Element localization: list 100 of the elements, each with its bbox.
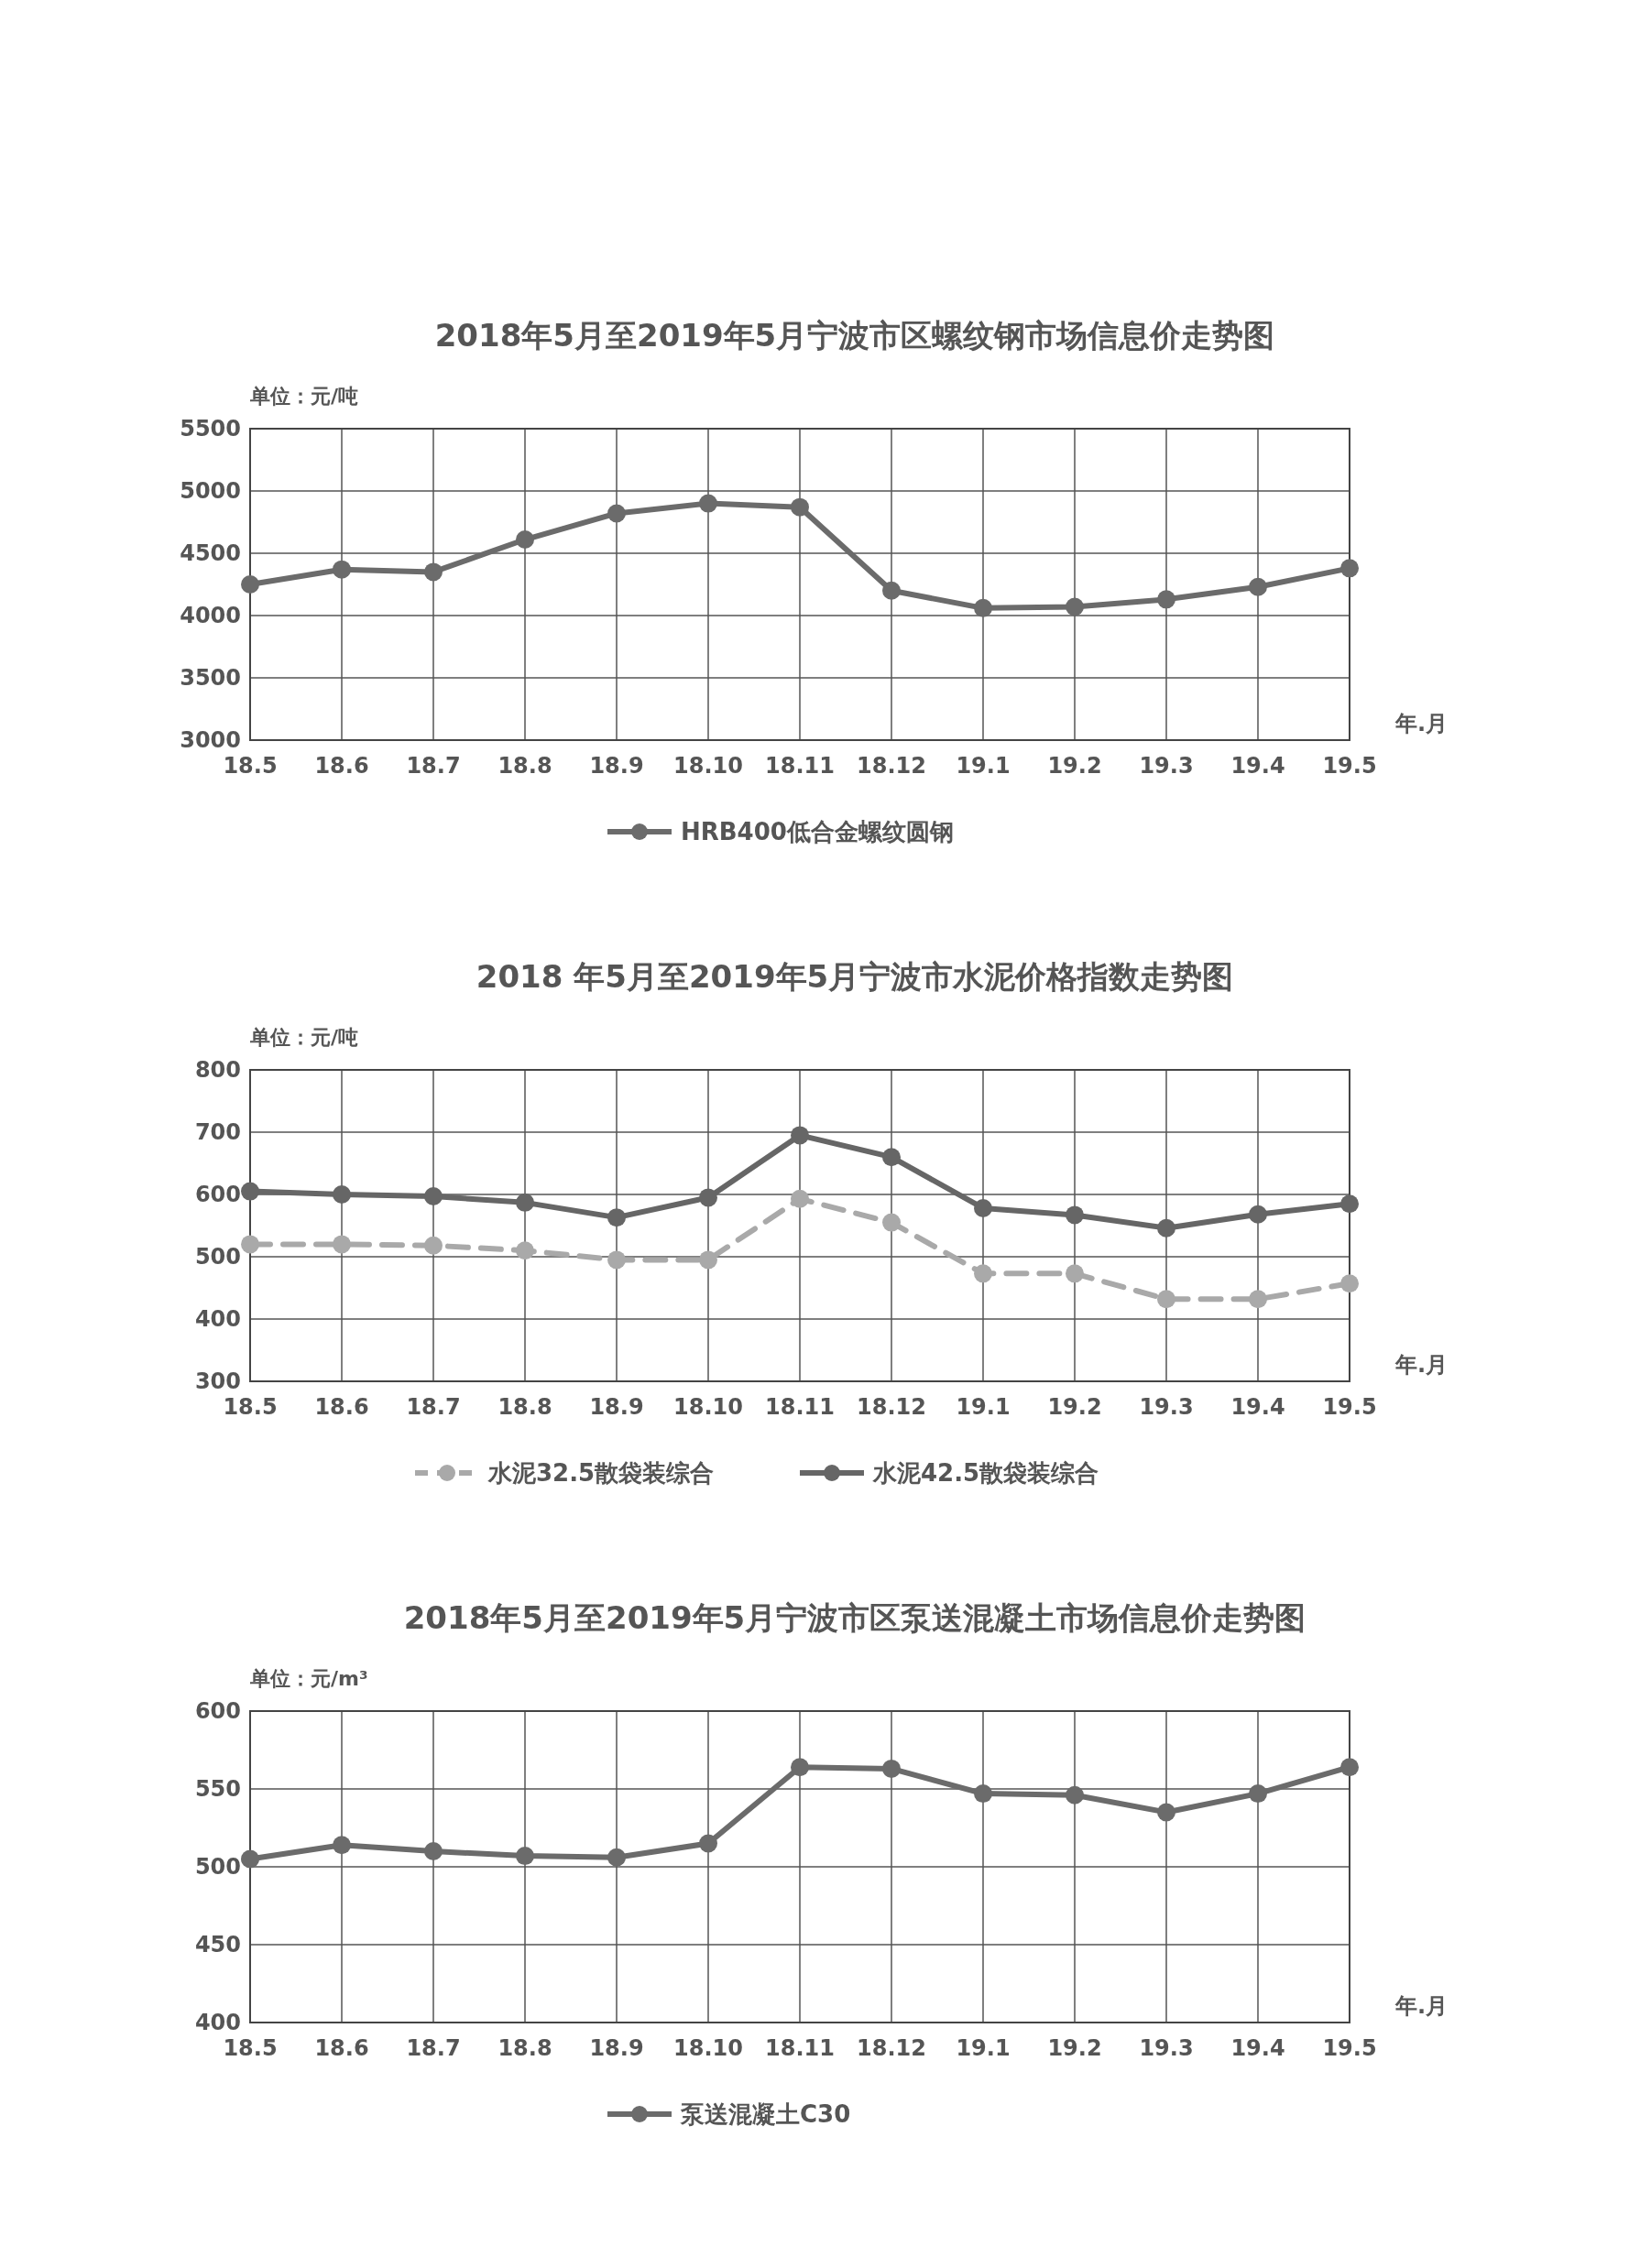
point	[516, 530, 534, 550]
x-tick-label: 19.4	[1230, 1394, 1285, 1420]
x-tick-label: 19.3	[1139, 1394, 1194, 1420]
point	[1157, 1803, 1175, 1822]
point	[882, 1213, 901, 1232]
point	[516, 1847, 534, 1866]
point	[1340, 1758, 1359, 1777]
point	[882, 581, 901, 600]
point	[333, 560, 351, 579]
point	[424, 562, 443, 582]
x-axis-title: 年.月	[1394, 1993, 1449, 2019]
point	[1066, 1264, 1084, 1283]
y-tick-label: 5000	[180, 478, 241, 505]
point	[1066, 1785, 1084, 1805]
x-tick-label: 18.10	[673, 1394, 743, 1420]
text: 单位：元/吨	[249, 1026, 359, 1049]
point	[699, 1250, 717, 1270]
point	[333, 1836, 351, 1855]
x-tick-label: 19.2	[1047, 2035, 1102, 2061]
y-tick-label: 400	[194, 1306, 241, 1333]
point	[607, 1208, 626, 1227]
chart-title: 2018年5月至2019年5月宁波市区泵送混凝土市场信息价走势图	[403, 1599, 1306, 1636]
point	[1249, 1290, 1267, 1309]
y-tick-label: 700	[194, 1119, 241, 1146]
point	[974, 598, 992, 617]
y-tick-label: 4500	[180, 540, 241, 567]
point	[1340, 1194, 1359, 1214]
point	[333, 1185, 351, 1204]
x-tick-label: 19.1	[956, 753, 1011, 779]
x-tick-label: 19.1	[956, 1394, 1011, 1420]
point	[516, 1241, 534, 1260]
point	[791, 1126, 809, 1145]
point	[1066, 597, 1084, 616]
y-tick-label: 500	[194, 1244, 241, 1270]
text: 单位：元/吨	[249, 385, 359, 408]
x-tick-label: 18.7	[406, 1394, 461, 1420]
y-tick-label: 500	[194, 1854, 241, 1881]
point	[607, 504, 626, 523]
y-tick-label: 550	[194, 1776, 241, 1803]
y-tick-label: 400	[194, 2010, 241, 2036]
legend-label: 水泥42.5散袋装综合	[872, 1459, 1099, 1488]
point	[1249, 1784, 1267, 1804]
y-tick-label: 450	[194, 1932, 241, 1958]
point	[1249, 1205, 1267, 1224]
x-tick-label: 19.5	[1322, 1394, 1377, 1420]
x-tick-label: 18.9	[589, 1394, 644, 1420]
point	[974, 1784, 992, 1804]
point	[791, 1189, 809, 1208]
x-tick-label: 19.3	[1139, 2035, 1194, 2061]
x-tick-label: 19.5	[1322, 2035, 1377, 2061]
point	[241, 575, 259, 594]
y-tick-label: 3000	[180, 727, 241, 754]
legend-label: HRB400低合金螺纹圆钢	[681, 818, 954, 846]
y-tick-label: 4000	[180, 603, 241, 629]
point	[424, 1236, 443, 1255]
x-tick-label: 18.10	[673, 2035, 743, 2061]
point	[424, 1187, 443, 1206]
legend-label: 泵送混凝土C30	[680, 2100, 851, 2129]
x-tick-label: 19.3	[1139, 753, 1194, 779]
x-tick-label: 18.12	[857, 2035, 926, 2061]
x-tick-label: 19.2	[1047, 753, 1102, 779]
x-tick-label: 18.5	[223, 2035, 278, 2061]
point	[974, 1198, 992, 1217]
x-tick-label: 18.6	[314, 2035, 369, 2061]
point	[607, 1848, 626, 1867]
x-tick-label: 19.4	[1230, 2035, 1285, 2061]
y-tick-label: 3500	[180, 665, 241, 692]
point	[699, 494, 717, 513]
point	[882, 1148, 901, 1167]
point	[516, 1193, 534, 1212]
point	[699, 1834, 717, 1853]
point	[791, 497, 809, 517]
x-tick-label: 18.7	[406, 2035, 461, 2061]
point	[974, 1264, 992, 1283]
point	[1340, 559, 1359, 578]
point	[333, 1235, 351, 1254]
x-tick-label: 18.6	[314, 753, 369, 779]
point	[424, 1842, 443, 1860]
point	[241, 1182, 259, 1201]
x-tick-label: 18.11	[765, 753, 835, 779]
x-tick-label: 18.5	[223, 753, 278, 779]
x-tick-label: 19.4	[1230, 753, 1285, 779]
y-tick-label: 5500	[180, 416, 241, 442]
point	[1249, 577, 1267, 596]
x-tick-label: 18.8	[497, 1394, 552, 1420]
point	[1157, 1218, 1175, 1238]
x-tick-label: 18.11	[765, 2035, 835, 2061]
y-tick-label: 600	[194, 1182, 241, 1208]
x-tick-label: 19.5	[1322, 753, 1377, 779]
text: 单位：元/m³	[249, 1667, 368, 1690]
x-tick-label: 18.11	[765, 1394, 835, 1420]
x-axis-title: 年.月	[1394, 1352, 1449, 1378]
x-tick-label: 18.12	[857, 1394, 926, 1420]
point	[1157, 590, 1175, 609]
x-tick-label: 18.12	[857, 753, 926, 779]
point	[241, 1849, 259, 1869]
y-tick-label: 600	[194, 1698, 241, 1725]
x-tick-label: 18.8	[497, 2035, 552, 2061]
x-tick-label: 18.5	[223, 1394, 278, 1420]
x-tick-label: 18.6	[314, 1394, 369, 1420]
